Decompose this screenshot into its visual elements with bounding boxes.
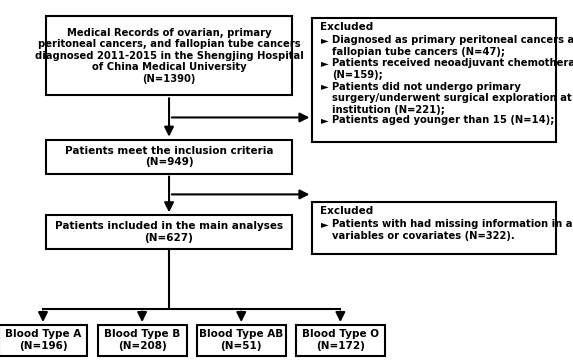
Text: Excluded: Excluded — [320, 22, 373, 32]
Bar — [312, 18, 556, 142]
Text: ►: ► — [321, 114, 329, 125]
Text: Medical Records of ovarian, primary
peritoneal cancers, and fallopian tube cance: Medical Records of ovarian, primary peri… — [34, 28, 304, 84]
Bar — [97, 325, 187, 356]
Text: Blood Type B
(N=208): Blood Type B (N=208) — [104, 329, 180, 351]
Text: ►: ► — [321, 81, 329, 91]
Bar — [46, 140, 292, 174]
Bar — [0, 325, 87, 356]
Text: ►: ► — [321, 58, 329, 68]
Text: ►: ► — [321, 219, 329, 229]
Text: Diagnosed as primary peritoneal cancers and
fallopian tube cancers (N=47);: Diagnosed as primary peritoneal cancers … — [332, 35, 573, 57]
Bar — [312, 202, 556, 254]
Text: Patients did not undergo primary
surgery/underwent surgical exploration at other: Patients did not undergo primary surgery… — [332, 81, 573, 115]
Text: Patients aged younger than 15 (N=14);: Patients aged younger than 15 (N=14); — [332, 114, 555, 125]
Text: Excluded: Excluded — [320, 206, 373, 216]
Text: Blood Type O
(N=172): Blood Type O (N=172) — [302, 329, 379, 351]
Text: Patients meet the inclusion criteria
(N=949): Patients meet the inclusion criteria (N=… — [65, 146, 273, 167]
Bar — [46, 16, 292, 95]
Text: Patients with had missing information in any
variables or covariates (N=322).: Patients with had missing information in… — [332, 219, 573, 240]
Text: Patients received neoadjuvant chemotherapy
(N=159);: Patients received neoadjuvant chemothera… — [332, 58, 573, 80]
Bar — [197, 325, 285, 356]
Text: Blood Type A
(N=196): Blood Type A (N=196) — [5, 329, 81, 351]
Text: Patients included in the main analyses
(N=627): Patients included in the main analyses (… — [55, 221, 283, 243]
Bar — [46, 215, 292, 249]
Text: Blood Type AB
(N=51): Blood Type AB (N=51) — [199, 329, 284, 351]
Bar — [296, 325, 385, 356]
Text: ►: ► — [321, 35, 329, 45]
